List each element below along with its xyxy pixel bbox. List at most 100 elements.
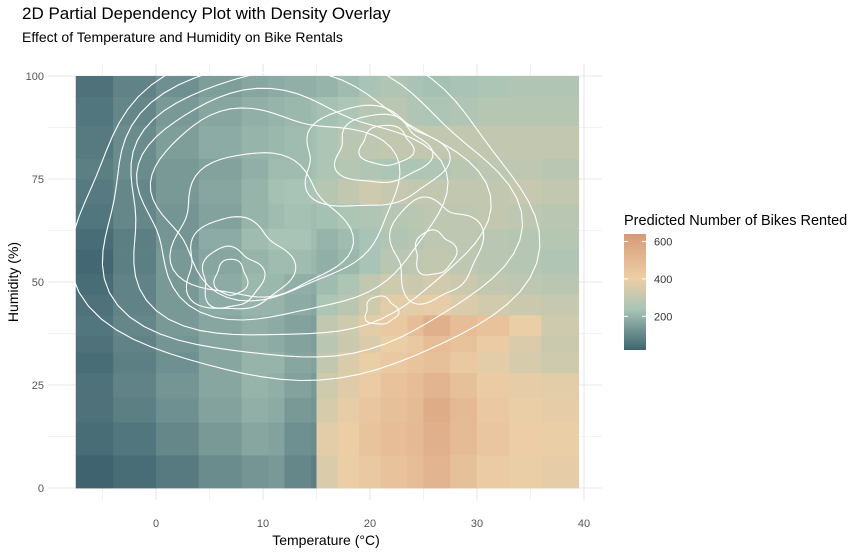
heatmap-tile xyxy=(477,422,510,456)
heatmap-tile xyxy=(509,179,542,205)
heatmap-tile xyxy=(75,397,114,423)
heatmap-tile xyxy=(316,158,339,180)
heatmap-tile xyxy=(311,179,317,205)
heatmap-tile xyxy=(541,273,580,295)
heatmap-tile xyxy=(423,314,451,336)
heatmap-tile xyxy=(337,422,360,456)
heatmap-tile xyxy=(311,158,317,180)
legend-tick-label: 600 xyxy=(654,236,672,248)
heatmap-tile xyxy=(359,179,382,205)
heatmap-tile xyxy=(113,422,157,456)
heatmap-tile xyxy=(359,249,382,275)
heatmap-tile xyxy=(407,158,424,180)
heatmap-tile xyxy=(509,249,542,275)
y-tick-label: 100 xyxy=(26,71,44,83)
heatmap-tile xyxy=(316,372,339,398)
heatmap-tile xyxy=(198,249,242,275)
heatmap-tile xyxy=(359,125,382,159)
legend-tick-label: 400 xyxy=(654,274,672,286)
heatmap-tile xyxy=(450,179,478,205)
heatmap-tile xyxy=(407,249,424,275)
heatmap-tile xyxy=(268,352,285,374)
heatmap-tile xyxy=(423,372,451,398)
heatmap-tile xyxy=(380,422,408,456)
heatmap-tile xyxy=(316,335,339,353)
heatmap-tile xyxy=(113,372,157,398)
heatmap-tile xyxy=(311,455,317,489)
heatmap-tile xyxy=(450,158,478,180)
heatmap-tile xyxy=(450,76,478,97)
heatmap-tile xyxy=(509,335,542,353)
density-contour xyxy=(414,229,458,276)
x-tick-label: 20 xyxy=(364,518,376,530)
heatmap-tile xyxy=(268,335,285,353)
heatmap-tile xyxy=(541,76,580,97)
heatmap-tile xyxy=(316,249,339,275)
heatmap-tile xyxy=(241,96,269,126)
heatmap-tile xyxy=(541,455,580,489)
heatmap-tile xyxy=(156,314,200,336)
heatmap-tile xyxy=(316,179,339,205)
heatmap-tile xyxy=(268,294,285,316)
heatmap-tile xyxy=(477,125,510,159)
heatmap-tile xyxy=(541,314,580,336)
density-contour xyxy=(213,258,249,296)
heatmap-tile xyxy=(337,125,360,159)
heatmap-tile xyxy=(311,96,317,126)
heatmap-tile xyxy=(113,335,157,353)
heatmap-tile xyxy=(113,125,157,159)
chart-title: 2D Partial Dependency Plot with Density … xyxy=(22,4,391,23)
heatmap-tile xyxy=(268,397,285,423)
heatmap-tile xyxy=(509,352,542,374)
heatmap-tile xyxy=(541,422,580,456)
heatmap-tile xyxy=(198,158,242,180)
heatmap-tile xyxy=(359,203,382,229)
heatmap-tile xyxy=(156,422,200,456)
heatmap-tile xyxy=(407,96,424,126)
heatmap-tile xyxy=(198,352,242,374)
heatmap-tile xyxy=(477,335,510,353)
heatmap-tile xyxy=(359,96,382,126)
heatmap-tile xyxy=(75,314,114,336)
heatmap-tile xyxy=(311,314,317,336)
heatmap-tile xyxy=(198,422,242,456)
heatmap-tile xyxy=(337,352,360,374)
heatmap-tile xyxy=(337,158,360,180)
heatmap-tile xyxy=(311,294,317,316)
heatmap-tile xyxy=(337,314,360,336)
heatmap-tile xyxy=(268,158,285,180)
heatmap-tile xyxy=(380,76,408,97)
heatmap-tile xyxy=(156,179,200,205)
heatmap-tile xyxy=(477,372,510,398)
heatmap-tile xyxy=(509,422,542,456)
heatmap-tile xyxy=(407,76,424,97)
heatmap-tile xyxy=(198,125,242,159)
x-axis-ticks: 0 10 20 30 40 xyxy=(153,518,590,530)
heatmap-tile xyxy=(509,125,542,159)
heatmap-tile xyxy=(541,397,580,423)
heatmap-tile xyxy=(268,455,285,489)
heatmap-tile xyxy=(284,158,312,180)
heatmap-tile xyxy=(75,228,114,250)
heatmap-tile xyxy=(75,249,114,275)
heatmap-tile xyxy=(337,96,360,126)
heatmap-tile xyxy=(241,397,269,423)
heatmap-tile xyxy=(450,294,478,316)
heatmap-tile xyxy=(407,372,424,398)
heatmap-tile xyxy=(407,335,424,353)
heatmap-tile xyxy=(198,294,242,316)
x-tick-label: 40 xyxy=(578,518,590,530)
heatmap-tile xyxy=(284,372,312,398)
heatmap-tile xyxy=(423,125,451,159)
heatmap-tile xyxy=(268,422,285,456)
heatmap-tile xyxy=(477,96,510,126)
heatmap-tile xyxy=(156,96,200,126)
y-tick-label: 75 xyxy=(32,174,44,186)
heatmap-tile xyxy=(75,455,114,489)
heatmap-tile xyxy=(316,203,339,229)
heatmap-tile xyxy=(241,76,269,97)
legend-ticks: 200 400 600 xyxy=(624,236,672,323)
heatmap-tile xyxy=(113,397,157,423)
heatmap-tile xyxy=(407,273,424,295)
